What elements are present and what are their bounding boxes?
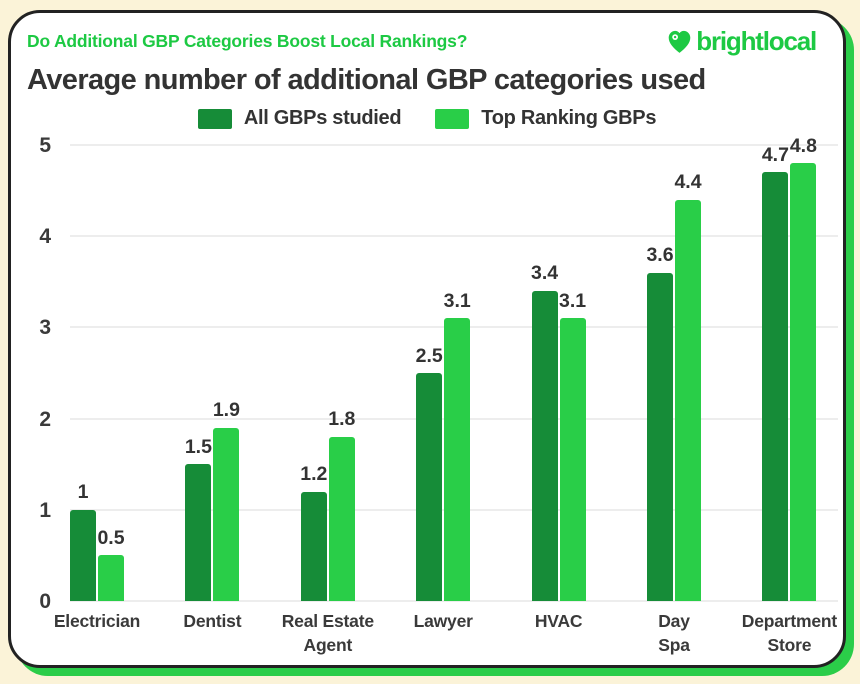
bar-all-gbps-hvac — [531, 290, 558, 601]
bar-all-gbps-day — [647, 272, 673, 601]
bar-value-label-top-ranking-electrician: 0.5 — [97, 526, 125, 549]
bar-all-gbps-electrician — [70, 509, 96, 601]
legend-swatch-all-gbps — [197, 108, 232, 129]
bar-top-ranking-hvac — [559, 318, 586, 601]
bar-top-ranking-department — [790, 163, 817, 601]
x-axis-label-real-estate: Real Estate Agent — [281, 611, 374, 655]
question-subtitle: Do Additional GBP Categories Boost Local… — [27, 31, 468, 51]
bar-top-ranking-day — [675, 199, 701, 601]
legend-item-all-gbps: All GBPs studied — [197, 107, 402, 130]
bar-top-ranking-real-estate — [328, 436, 355, 601]
bar-value-label-top-ranking-dentist: 1.9 — [212, 399, 240, 422]
bar-value-label-top-ranking-hvac: 3.1 — [559, 289, 587, 312]
bar-value-label-all-gbps-electrician: 1 — [77, 481, 89, 504]
legend-item-top-ranking: Top Ranking GBPs — [435, 107, 656, 130]
bar-top-ranking-lawyer — [444, 318, 471, 601]
bar-value-label-all-gbps-real-estate: 1.2 — [300, 463, 328, 486]
legend-swatch-top-ranking — [435, 108, 470, 129]
x-axis-label-electrician: Electrician — [53, 611, 141, 631]
y-tick-label-5: 5 — [39, 134, 51, 157]
bar-value-label-top-ranking-day: 4.4 — [674, 171, 702, 194]
bar-all-gbps-lawyer — [416, 373, 443, 601]
x-axis-label-lawyer: Lawyer — [413, 611, 473, 631]
y-tick-label-0: 0 — [39, 590, 51, 613]
bar-value-label-all-gbps-department: 4.7 — [761, 143, 789, 166]
chart-legend: All GBPs studied Top Ranking GBPs — [11, 107, 843, 130]
chart-region: 0 1 2 3 4 5 1 0.5 Electrician 1.5 1.9 Dentist 1.2 1.8… — [11, 135, 843, 665]
bar-value-label-top-ranking-lawyer: 3.1 — [443, 289, 471, 312]
bar-value-label-all-gbps-lawyer: 2.5 — [415, 344, 443, 367]
bar-value-label-all-gbps-day: 3.6 — [646, 244, 674, 267]
x-axis-label-dentist: Dentist — [183, 611, 242, 631]
y-tick-label-4: 4 — [39, 225, 51, 249]
card-header: Do Additional GBP Categories Boost Local… — [27, 26, 817, 57]
bar-value-label-top-ranking-department: 4.8 — [789, 134, 817, 157]
logo-wordmark: brightlocal — [696, 26, 817, 56]
legend-label-all-gbps: All GBPs studied — [243, 107, 402, 129]
gridline-0 — [70, 600, 838, 602]
x-axis-label-department: Department Store — [741, 611, 838, 655]
bar-all-gbps-dentist — [185, 464, 212, 601]
gridline-5 — [70, 144, 838, 146]
bar-top-ranking-dentist — [213, 427, 240, 601]
x-axis-label-day: Day Spa — [658, 611, 690, 655]
bar-value-label-all-gbps-hvac: 3.4 — [531, 262, 559, 285]
bar-value-label-top-ranking-real-estate: 1.8 — [328, 408, 356, 431]
bar-all-gbps-real-estate — [300, 491, 327, 601]
brightlocal-logo: brightlocal — [666, 26, 817, 57]
y-tick-label-1: 1 — [39, 498, 51, 522]
y-tick-label-3: 3 — [39, 316, 51, 340]
bar-all-gbps-department — [762, 172, 789, 601]
y-tick-label-2: 2 — [39, 407, 51, 431]
chart-title: Average number of additional GBP categor… — [27, 64, 706, 96]
heart-pin-icon — [666, 28, 693, 55]
bar-top-ranking-electrician — [98, 555, 124, 601]
plot-area: 0 1 2 3 4 5 1 0.5 Electrician 1.5 1.9 Dentist 1.2 1.8… — [39, 135, 838, 655]
infographic-card: Do Additional GBP Categories Boost Local… — [8, 10, 846, 668]
bar-value-label-all-gbps-dentist: 1.5 — [184, 435, 212, 458]
gridline-4 — [70, 235, 838, 238]
legend-label-top-ranking: Top Ranking GBPs — [481, 107, 657, 129]
x-axis-label-hvac: HVAC — [534, 611, 583, 631]
